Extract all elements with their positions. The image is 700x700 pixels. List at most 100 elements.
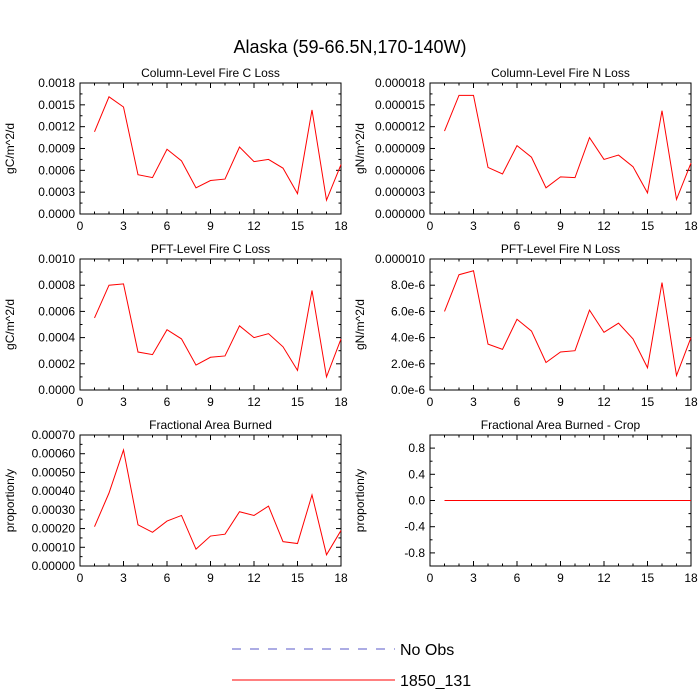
y-tick-label: 0.0e-6 xyxy=(391,383,425,397)
y-tick-label: 0.0006 xyxy=(38,304,75,318)
x-tick-label: 12 xyxy=(597,571,611,585)
x-tick-label: 12 xyxy=(597,219,611,233)
panel-title: Column-Level Fire N Loss xyxy=(491,66,630,80)
y-tick-label: -0.8 xyxy=(404,546,425,560)
panels: Column-Level Fire C Loss gC/m^2/d 0 3 6 9 12 15… xyxy=(3,66,698,585)
x-tick-label: 15 xyxy=(641,395,655,409)
panel-title: Fractional Area Burned - Crop xyxy=(481,418,641,432)
y-tick-label: 2.0e-6 xyxy=(391,357,425,371)
x-tick-label: 12 xyxy=(247,219,261,233)
x-tick-label: 18 xyxy=(684,219,698,233)
y-tick-label: 0.0006 xyxy=(38,163,75,177)
x-tick-label: 6 xyxy=(164,219,171,233)
legend: No Obs 1850_131 xyxy=(232,642,471,690)
figure-title: Alaska (59-66.5N,170-140W) xyxy=(233,37,466,57)
x-tick-label: 6 xyxy=(164,395,171,409)
x-tick-label: 6 xyxy=(514,571,521,585)
x-tick-label: 6 xyxy=(514,395,521,409)
y-tick-label: 0.0000 xyxy=(38,207,75,221)
chart-panel-2: Column-Level Fire N Loss gN/m^2/d 0 3 6 9 12 15… xyxy=(353,66,698,233)
series-line-1850_131 xyxy=(444,270,692,378)
y-tick-label: 0.0 xyxy=(408,494,425,508)
x-tick-label: 18 xyxy=(334,571,348,585)
x-tick-label: 0 xyxy=(77,395,84,409)
y-axis-label: gN/m^2/d xyxy=(353,299,367,350)
y-axis-label: gN/m^2/d xyxy=(353,123,367,174)
x-tick-label: 0 xyxy=(427,571,434,585)
x-tick-label: 15 xyxy=(291,219,305,233)
x-tick-label: 15 xyxy=(641,571,655,585)
x-tick-label: 0 xyxy=(427,219,434,233)
y-tick-label: 0.0003 xyxy=(38,185,75,199)
x-tick-label: 12 xyxy=(247,395,261,409)
y-tick-label: 0.00040 xyxy=(32,484,76,498)
x-tick-label: 9 xyxy=(557,571,564,585)
x-tick-label: 9 xyxy=(207,571,214,585)
x-tick-label: 18 xyxy=(334,395,348,409)
y-tick-label: 0.00000 xyxy=(32,559,76,573)
y-tick-label: 0.00010 xyxy=(32,540,76,554)
series-line-1850_131 xyxy=(94,96,342,203)
x-tick-label: 15 xyxy=(641,219,655,233)
x-tick-label: 3 xyxy=(470,219,477,233)
plot-frame xyxy=(79,434,342,567)
panel-title: Column-Level Fire C Loss xyxy=(141,66,280,80)
y-tick-label: 0.4 xyxy=(408,467,425,481)
y-tick-label: 0.00030 xyxy=(32,503,76,517)
x-tick-label: 9 xyxy=(557,219,564,233)
y-tick-label: 0.0000 xyxy=(38,383,75,397)
y-tick-label: -0.4 xyxy=(404,520,425,534)
x-tick-label: 15 xyxy=(291,395,305,409)
y-tick-label: 6.0e-6 xyxy=(391,304,425,318)
x-tick-label: 9 xyxy=(207,395,214,409)
x-tick-label: 0 xyxy=(77,219,84,233)
x-tick-label: 3 xyxy=(120,219,127,233)
chart-panel-3: PFT-Level Fire C Loss gC/m^2/d 0 3 6 9 12 15 18 0… xyxy=(3,242,348,409)
y-tick-label: 0.0012 xyxy=(38,120,75,134)
plot-frame xyxy=(79,82,342,215)
chart-panel-6: Fractional Area Burned - Crop proportion/… xyxy=(353,418,698,585)
x-tick-label: 18 xyxy=(684,571,698,585)
y-tick-label: 0.000003 xyxy=(375,185,425,199)
x-tick-label: 9 xyxy=(207,219,214,233)
y-tick-label: 0.0010 xyxy=(38,252,75,266)
x-tick-label: 12 xyxy=(247,571,261,585)
x-tick-label: 0 xyxy=(77,571,84,585)
y-axis-label: gC/m^2/d xyxy=(3,299,17,350)
y-tick-label: 0.000006 xyxy=(375,163,425,177)
y-tick-label: 0.00020 xyxy=(32,522,76,536)
y-tick-label: 0.0018 xyxy=(38,76,75,90)
y-tick-label: 0.0002 xyxy=(38,357,75,371)
x-tick-label: 9 xyxy=(557,395,564,409)
x-tick-label: 3 xyxy=(470,571,477,585)
x-tick-label: 3 xyxy=(120,571,127,585)
chart-panel-4: PFT-Level Fire N Loss gN/m^2/d 0 3 6 9 12 15 18 0… xyxy=(353,242,698,409)
series-line-1850_131 xyxy=(94,283,342,379)
y-tick-label: 0.000010 xyxy=(375,252,425,266)
legend-label-1850-131: 1850_131 xyxy=(400,673,471,690)
x-tick-label: 3 xyxy=(120,395,127,409)
x-tick-label: 0 xyxy=(427,395,434,409)
chart-panel-5: Fractional Area Burned proportion/y 0 3 6 9 12… xyxy=(3,418,348,585)
legend-label-no-obs: No Obs xyxy=(400,642,454,659)
series-line-1850_131 xyxy=(444,94,692,202)
chart-panel-1: Column-Level Fire C Loss gC/m^2/d 0 3 6 9 12 15… xyxy=(3,66,348,233)
y-tick-label: 0.0004 xyxy=(38,331,75,345)
panel-title: PFT-Level Fire N Loss xyxy=(501,242,620,256)
y-tick-label: 0.00060 xyxy=(32,447,76,461)
y-tick-label: 4.0e-6 xyxy=(391,331,425,345)
y-axis-label: proportion/y xyxy=(353,469,367,532)
y-tick-label: 0.000000 xyxy=(375,207,425,221)
y-tick-label: 0.00070 xyxy=(32,428,76,442)
panel-title: Fractional Area Burned xyxy=(149,418,272,432)
y-tick-label: 0.0009 xyxy=(38,142,75,156)
x-tick-label: 12 xyxy=(597,395,611,409)
x-tick-label: 18 xyxy=(684,395,698,409)
series-line-1850_131 xyxy=(94,448,342,557)
x-tick-label: 3 xyxy=(470,395,477,409)
x-tick-label: 6 xyxy=(164,571,171,585)
y-tick-label: 0.000015 xyxy=(375,98,425,112)
plot-frame xyxy=(429,82,692,215)
y-tick-label: 0.000012 xyxy=(375,120,425,134)
